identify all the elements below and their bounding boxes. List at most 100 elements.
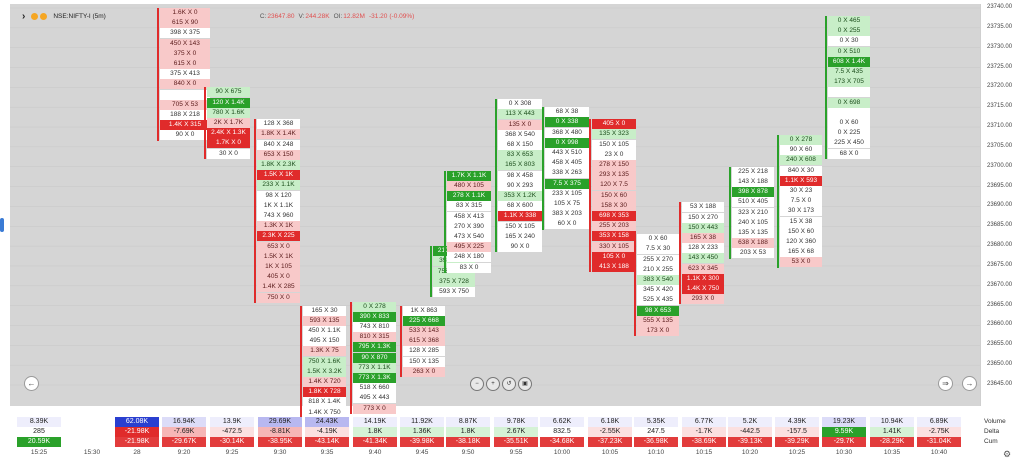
footprint-cell[interactable] — [828, 107, 870, 118]
left-edge-handle[interactable] — [0, 218, 4, 232]
footprint-cell[interactable]: 1K X 1.1K — [257, 200, 300, 211]
footprint-cell[interactable]: 840 X 0 — [160, 79, 210, 90]
footprint-cell[interactable]: 90 X 0 — [498, 242, 542, 253]
footprint-cell[interactable]: 375 X 413 — [160, 69, 210, 80]
footprint-cell[interactable]: 1.6K X 0 — [160, 8, 210, 18]
footprint-cell[interactable]: 390 X 833 — [353, 311, 396, 322]
footprint-cell[interactable]: 90 X 675 — [207, 87, 250, 98]
footprint-cell[interactable]: 773 X 1.3K — [353, 373, 396, 384]
footprint-cell[interactable]: 615 X 368 — [403, 336, 445, 347]
cum-row-label[interactable]: Cum — [984, 438, 998, 445]
footprint-cell[interactable]: 443 X 510 — [545, 148, 589, 158]
footprint-cell[interactable]: 743 X 960 — [257, 210, 300, 221]
footprint-cell[interactable]: 593 X 750 — [433, 286, 475, 297]
footprint-cell[interactable]: 7.5 X 435 — [828, 66, 870, 77]
footprint-cell[interactable]: 7.5 X 375 — [545, 178, 589, 189]
footprint-cell[interactable]: 368 X 540 — [498, 129, 542, 140]
footprint-cell[interactable]: 1.5K X 1K — [257, 251, 300, 262]
footprint-cell[interactable]: 353 X 1.2K — [498, 191, 542, 202]
footprint-cell[interactable]: 818 X 1.4K — [303, 397, 346, 408]
footprint-cell[interactable]: 840 X 30 — [780, 165, 822, 176]
footprint-cell[interactable]: 1.7K X 1.1K — [447, 170, 491, 181]
footprint-cell[interactable]: 210 X 255 — [637, 264, 679, 275]
footprint-cell[interactable]: 128 X 368 — [257, 119, 300, 130]
footprint-cell[interactable]: 0 X 308 — [498, 99, 542, 110]
footprint-cell[interactable]: 278 X 150 — [592, 159, 636, 170]
footprint-cell[interactable]: 1.8K X 728 — [303, 387, 346, 398]
footprint-cell[interactable]: 0 X 278 — [780, 134, 822, 145]
footprint-cell[interactable]: 173 X 705 — [828, 77, 870, 88]
footprint-cell[interactable]: 83 X 315 — [447, 201, 491, 212]
footprint-cell[interactable]: 293 X 135 — [592, 170, 636, 181]
footprint-cell[interactable]: 23 X 0 — [592, 149, 636, 160]
footprint-cell[interactable]: 1.5K X 1K — [257, 170, 300, 181]
footprint-cell[interactable]: 1.1K X 593 — [780, 175, 822, 186]
footprint-cell[interactable]: 255 X 270 — [637, 254, 679, 265]
footprint-cell[interactable]: 1.4K X 750 — [303, 407, 346, 418]
zoom-fit-icon[interactable]: ▣ — [518, 377, 532, 391]
footprint-cell[interactable]: 68 X 600 — [498, 201, 542, 212]
footprint-cell[interactable]: 608 X 1.4K — [828, 56, 870, 67]
footprint-cell[interactable]: 225 X 450 — [828, 138, 870, 149]
footprint-cell[interactable]: 128 X 285 — [403, 346, 445, 357]
footprint-cell[interactable]: 743 X 810 — [353, 322, 396, 333]
footprint-cell[interactable]: 398 X 878 — [732, 187, 774, 198]
footprint-cell[interactable]: 1.3K X 1K — [257, 221, 300, 232]
footprint-cell[interactable]: 750 X 1.6K — [303, 356, 346, 367]
footprint-cell[interactable]: 225 X 668 — [403, 315, 445, 326]
footprint-cell[interactable]: 90 X 293 — [498, 180, 542, 191]
footprint-cell[interactable]: 698 X 353 — [592, 210, 636, 221]
footprint-cell[interactable]: 0 X 338 — [545, 117, 589, 128]
footprint-cell[interactable]: 150 X 135 — [403, 356, 445, 367]
footprint-cell[interactable]: 90 X 870 — [353, 352, 396, 363]
footprint-cell[interactable]: 1.8K X 1.4K — [257, 129, 300, 140]
footprint-cell[interactable]: 2.3K X 225 — [257, 231, 300, 242]
footprint-cell[interactable]: 105 X 75 — [545, 199, 589, 209]
footprint-cell[interactable]: 233 X 105 — [545, 188, 589, 199]
footprint-cell[interactable]: 1.1K X 338 — [498, 211, 542, 222]
footprint-cell[interactable]: 1.4K X 750 — [682, 284, 724, 295]
footprint-cell[interactable]: 150 X 105 — [592, 139, 636, 150]
arrow-left-icon[interactable]: ← — [24, 376, 39, 391]
footprint-cell[interactable]: 98 X 653 — [637, 305, 679, 316]
footprint-cell[interactable]: 750 X 0 — [257, 292, 300, 303]
footprint-cell[interactable]: 0 X 465 — [828, 15, 870, 26]
footprint-chart-area[interactable]: › NSE:NIFTY-I (5m) C: 23647.80 V: 244.28… — [10, 4, 980, 439]
footprint-cell[interactable]: 150 X 270 — [682, 212, 724, 223]
footprint-cell[interactable]: 1.7K X 0 — [207, 138, 250, 149]
zoom-in-icon[interactable]: + — [486, 377, 500, 391]
footprint-cell[interactable]: 368 X 480 — [545, 127, 589, 138]
footprint-cell[interactable]: 510 X 405 — [732, 197, 774, 208]
footprint-cell[interactable]: 120 X 360 — [780, 236, 822, 247]
footprint-cell[interactable]: 165 X 240 — [498, 231, 542, 242]
footprint-cell[interactable]: 83 X 653 — [498, 150, 542, 161]
footprint-cell[interactable]: 495 X 225 — [447, 242, 491, 253]
footprint-cell[interactable]: 383 X 203 — [545, 209, 589, 220]
footprint-cell[interactable]: 240 X 608 — [780, 155, 822, 166]
footprint-cell[interactable]: 495 X 443 — [353, 393, 396, 404]
zoom-out-icon[interactable]: − — [470, 377, 484, 391]
footprint-cell[interactable]: 1.3K X 75 — [303, 346, 346, 357]
footprint-cell[interactable]: 233 X 1.1K — [257, 180, 300, 191]
footprint-cell[interactable]: 90 X 60 — [780, 145, 822, 156]
footprint-cell[interactable]: 353 X 158 — [592, 231, 636, 242]
footprint-cell[interactable]: 533 X 143 — [403, 326, 445, 337]
reset-icon[interactable]: ↺ — [502, 377, 516, 391]
footprint-cell[interactable]: 240 X 105 — [732, 217, 774, 228]
footprint-cell[interactable]: 68 X 150 — [498, 140, 542, 151]
footprint-cell[interactable]: 450 X 1.1K — [303, 326, 346, 337]
footprint-cell[interactable]: 270 X 390 — [447, 221, 491, 232]
footprint-cell[interactable]: 638 X 188 — [732, 238, 774, 249]
footprint-cell[interactable] — [828, 87, 870, 98]
footprint-cell[interactable]: 518 X 660 — [353, 383, 396, 394]
footprint-cell[interactable]: 135 X 0 — [498, 119, 542, 130]
fast-forward-icon[interactable]: ⇒ — [938, 376, 953, 391]
footprint-cell[interactable]: 0 X 510 — [828, 46, 870, 57]
collapse-caret-icon[interactable]: › — [22, 10, 26, 22]
footprint-cell[interactable]: 143 X 188 — [732, 176, 774, 187]
footprint-cell[interactable]: 345 X 420 — [637, 285, 679, 296]
delta-row-label[interactable]: Delta — [984, 428, 1000, 435]
footprint-cell[interactable]: 135 X 135 — [732, 227, 774, 238]
footprint-cell[interactable]: 653 X 150 — [257, 149, 300, 160]
footprint-cell[interactable]: 7.5 X 30 — [637, 244, 679, 255]
